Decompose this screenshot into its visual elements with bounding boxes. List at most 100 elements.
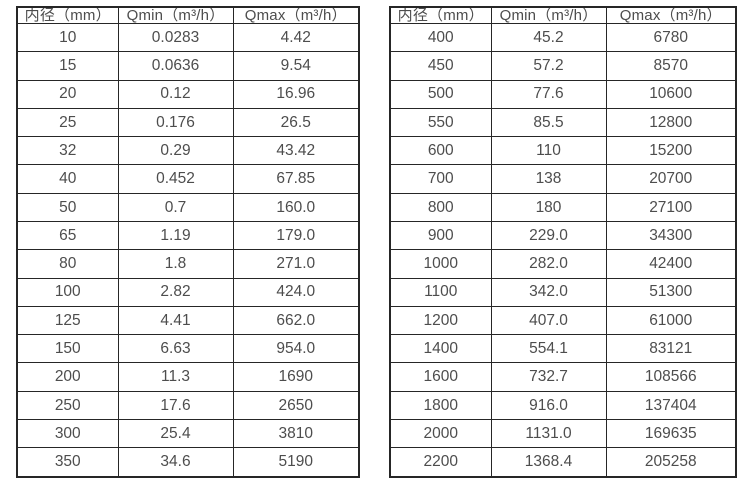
table-cell: 662.0 (232, 305, 360, 336)
table-row: 700 138 20700 (389, 164, 737, 194)
table-cell: 17.6 (117, 390, 234, 420)
table-cell: 43.42 (232, 136, 360, 166)
table-cell: 800 (389, 192, 492, 222)
table-cell: 1100 (389, 277, 492, 307)
table-cell: 0.176 (117, 107, 234, 138)
table-cell: 450 (389, 51, 492, 81)
column-header-diameter: 内径（mm） (389, 6, 492, 24)
table-row: 50 0.7 160.0 (16, 192, 360, 222)
table-cell: 83121 (605, 334, 737, 364)
header-row: 内径（mm） Qmin（m³/h） Qmax（m³/h） (16, 6, 360, 24)
table-cell: 4.42 (232, 22, 360, 53)
table-cell: 80 (16, 249, 119, 279)
table-row: 600 110 15200 (389, 136, 737, 166)
table-cell: 1000 (389, 249, 492, 279)
table-row: 400 45.2 6780 (389, 22, 737, 53)
table-row: 80 1.8 271.0 (16, 249, 360, 279)
table-cell: 51300 (605, 277, 737, 307)
table-row: 25 0.176 26.5 (16, 107, 360, 138)
table-cell: 229.0 (490, 220, 607, 251)
table-cell: 40 (16, 164, 119, 194)
table-row: 550 85.5 12800 (389, 107, 737, 138)
table-row: 40 0.452 67.85 (16, 164, 360, 194)
table-cell: 732.7 (490, 362, 607, 392)
table-row: 20 0.12 16.96 (16, 79, 360, 109)
table-row: 150 6.63 954.0 (16, 334, 360, 364)
table-cell: 0.0636 (117, 51, 234, 81)
table-cell: 1131.0 (490, 418, 607, 449)
table-cell: 3810 (232, 418, 360, 449)
flow-table-large-diameters: 内径（mm） Qmin（m³/h） Qmax（m³/h） 400 45.2 6780… (389, 6, 737, 478)
table-row: 450 57.2 8570 (389, 51, 737, 81)
table-cell: 0.12 (117, 79, 234, 109)
table-row: 800 180 27100 (389, 192, 737, 222)
table-row: 1200 407.0 61000 (389, 305, 737, 336)
table-row: 500 77.6 10600 (389, 79, 737, 109)
table-cell: 179.0 (232, 220, 360, 251)
table-row: 32 0.29 43.42 (16, 136, 360, 166)
table-cell: 138 (490, 164, 607, 194)
table-cell: 1690 (232, 362, 360, 392)
table-row: 1600 732.7 108566 (389, 362, 737, 392)
table-cell: 100 (16, 277, 119, 307)
table-cell: 15200 (605, 136, 737, 166)
table-cell: 1600 (389, 362, 492, 392)
table-cell: 282.0 (490, 249, 607, 279)
flow-table-small-diameters: 内径（mm） Qmin（m³/h） Qmax（m³/h） 10 0.0283 4.4… (16, 6, 360, 478)
table-cell: 916.0 (490, 390, 607, 420)
table-cell: 0.0283 (117, 22, 234, 53)
table-cell: 600 (389, 136, 492, 166)
table-cell: 108566 (605, 362, 737, 392)
table-cell: 424.0 (232, 277, 360, 307)
table-cell: 15 (16, 51, 119, 81)
table-cell: 0.29 (117, 136, 234, 166)
table-cell: 125 (16, 305, 119, 336)
table-cell: 500 (389, 79, 492, 109)
table-cell: 2200 (389, 447, 492, 478)
table-row: 100 2.82 424.0 (16, 277, 360, 307)
table-cell: 32 (16, 136, 119, 166)
table-cell: 1800 (389, 390, 492, 420)
table-cell: 25 (16, 107, 119, 138)
table-cell: 12800 (605, 107, 737, 138)
table-cell: 205258 (605, 447, 737, 478)
table-row: 1000 282.0 42400 (389, 249, 737, 279)
table-cell: 25.4 (117, 418, 234, 449)
table-cell: 900 (389, 220, 492, 251)
table-cell: 67.85 (232, 164, 360, 194)
table-cell: 0.452 (117, 164, 234, 194)
table-cell: 10 (16, 22, 119, 53)
table-cell: 27100 (605, 192, 737, 222)
table-row: 65 1.19 179.0 (16, 220, 360, 251)
table-cell: 61000 (605, 305, 737, 336)
column-header-qmin: Qmin（m³/h） (490, 6, 607, 24)
table-cell: 160.0 (232, 192, 360, 222)
table-cell: 4.41 (117, 305, 234, 336)
table-cell: 554.1 (490, 334, 607, 364)
table-row: 2200 1368.4 205258 (389, 447, 737, 478)
table-cell: 2.82 (117, 277, 234, 307)
table-cell: 1.19 (117, 220, 234, 251)
table-row: 250 17.6 2650 (16, 390, 360, 420)
table-cell: 350 (16, 447, 119, 478)
table-cell: 150 (16, 334, 119, 364)
table-cell: 5190 (232, 447, 360, 478)
table-cell: 1200 (389, 305, 492, 336)
table-row: 10 0.0283 4.42 (16, 22, 360, 53)
table-cell: 110 (490, 136, 607, 166)
table-cell: 34300 (605, 220, 737, 251)
column-header-diameter: 内径（mm） (16, 6, 119, 24)
table-cell: 1400 (389, 334, 492, 364)
table-cell: 1.8 (117, 249, 234, 279)
column-header-qmax: Qmax（m³/h） (232, 6, 360, 24)
table-cell: 20700 (605, 164, 737, 194)
table-cell: 65 (16, 220, 119, 251)
table-cell: 85.5 (490, 107, 607, 138)
table-cell: 342.0 (490, 277, 607, 307)
column-header-qmax: Qmax（m³/h） (605, 6, 737, 24)
table-row: 900 229.0 34300 (389, 220, 737, 251)
table-cell: 300 (16, 418, 119, 449)
table-cell: 200 (16, 362, 119, 392)
table-cell: 77.6 (490, 79, 607, 109)
